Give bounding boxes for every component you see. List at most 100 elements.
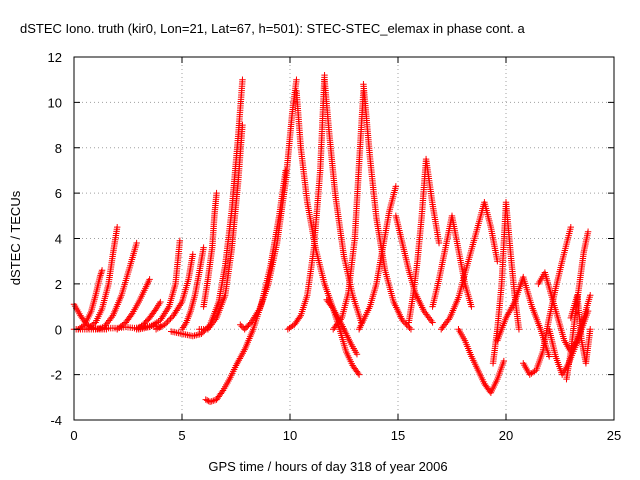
y-tick-label: -2 — [50, 368, 62, 383]
series-4 — [92, 239, 140, 333]
data-point — [97, 272, 104, 279]
series-8 — [152, 251, 196, 333]
series-9 — [178, 244, 207, 333]
data-point — [128, 311, 135, 319]
data-point — [286, 324, 293, 332]
chart-title: dSTEC Iono. truth (kir0, Lon=21, Lat=67,… — [20, 21, 526, 36]
data-point — [468, 303, 475, 310]
data-point — [210, 317, 218, 325]
x-tick-label: 10 — [283, 428, 297, 443]
series-23 — [405, 155, 443, 326]
data-point — [239, 121, 246, 129]
data-point — [200, 244, 207, 251]
data-point — [97, 270, 105, 277]
data-point — [107, 315, 114, 323]
data-point — [399, 316, 406, 324]
data-point — [400, 318, 407, 325]
data-point — [284, 326, 292, 333]
y-tick-label: 8 — [55, 141, 62, 156]
data-point — [328, 304, 336, 311]
y-tick-label: 2 — [55, 277, 62, 292]
data-point — [392, 183, 400, 190]
data-point — [105, 317, 113, 324]
data-point — [98, 268, 105, 276]
series-33 — [567, 292, 594, 367]
data-point — [445, 316, 452, 323]
data-point — [204, 397, 211, 404]
data-point — [164, 318, 171, 325]
data-point — [238, 323, 245, 330]
data-point — [202, 396, 209, 403]
data-point — [208, 398, 215, 405]
data-point — [423, 311, 430, 318]
data-point — [293, 76, 300, 83]
data-point — [208, 321, 215, 328]
y-tick-label: -4 — [50, 413, 62, 428]
x-tick-label: 15 — [391, 428, 405, 443]
data-point — [442, 319, 450, 326]
series-14 — [237, 76, 300, 333]
data-point — [444, 317, 451, 325]
data-point — [584, 307, 592, 315]
data-point — [237, 321, 244, 328]
x-tick-label: 5 — [178, 428, 185, 443]
data-point — [438, 326, 445, 333]
data-point — [587, 292, 594, 299]
data-point — [239, 76, 246, 83]
y-tick-label: 0 — [55, 322, 62, 337]
data-point — [407, 326, 415, 333]
data-point — [206, 398, 214, 406]
data-point — [282, 167, 289, 174]
data-point — [205, 324, 213, 331]
data-point — [528, 370, 535, 377]
data-point — [526, 371, 533, 378]
series-5 — [114, 276, 153, 333]
x-tick-label: 20 — [499, 428, 513, 443]
data-point — [168, 313, 176, 321]
series-2 — [75, 267, 106, 333]
data-point — [420, 307, 428, 315]
series-22 — [392, 212, 436, 326]
data-point — [76, 324, 84, 332]
data-point — [103, 320, 110, 327]
x-axis-label: GPS time / hours of day 318 of year 2006 — [208, 459, 447, 474]
data-point — [201, 327, 208, 334]
data-point — [334, 319, 342, 326]
data-point — [330, 326, 337, 333]
data-point — [425, 314, 433, 321]
data-point — [426, 316, 434, 323]
y-tick-labels: -4 -2 0 2 4 6 8 10 12 — [48, 50, 62, 428]
data-point — [133, 239, 140, 247]
data-points — [70, 71, 594, 406]
data-point — [209, 319, 217, 326]
data-point — [146, 276, 153, 283]
y-tick-label: 12 — [48, 50, 62, 65]
data-point — [353, 351, 361, 358]
data-point — [529, 369, 537, 376]
data-point — [102, 322, 109, 329]
data-point — [199, 329, 207, 336]
data-point — [114, 223, 121, 231]
data-point — [515, 326, 523, 333]
series-26 — [455, 326, 508, 396]
data-point — [500, 357, 508, 365]
y-tick-label: 10 — [48, 95, 62, 110]
series-3 — [83, 223, 121, 333]
data-point — [336, 317, 343, 325]
data-point — [404, 323, 412, 330]
series-15 — [293, 87, 361, 358]
data-point — [406, 324, 413, 331]
data-point — [287, 323, 295, 331]
data-point — [210, 397, 217, 404]
data-point — [441, 321, 449, 328]
data-point — [296, 313, 303, 321]
series-7 — [135, 237, 184, 333]
data-point — [440, 322, 447, 330]
data-point — [355, 371, 363, 378]
series-25 — [438, 199, 501, 333]
data-point — [332, 322, 339, 330]
data-point — [151, 307, 159, 314]
data-point — [162, 320, 170, 327]
data-point — [587, 326, 594, 333]
data-point — [494, 257, 501, 265]
